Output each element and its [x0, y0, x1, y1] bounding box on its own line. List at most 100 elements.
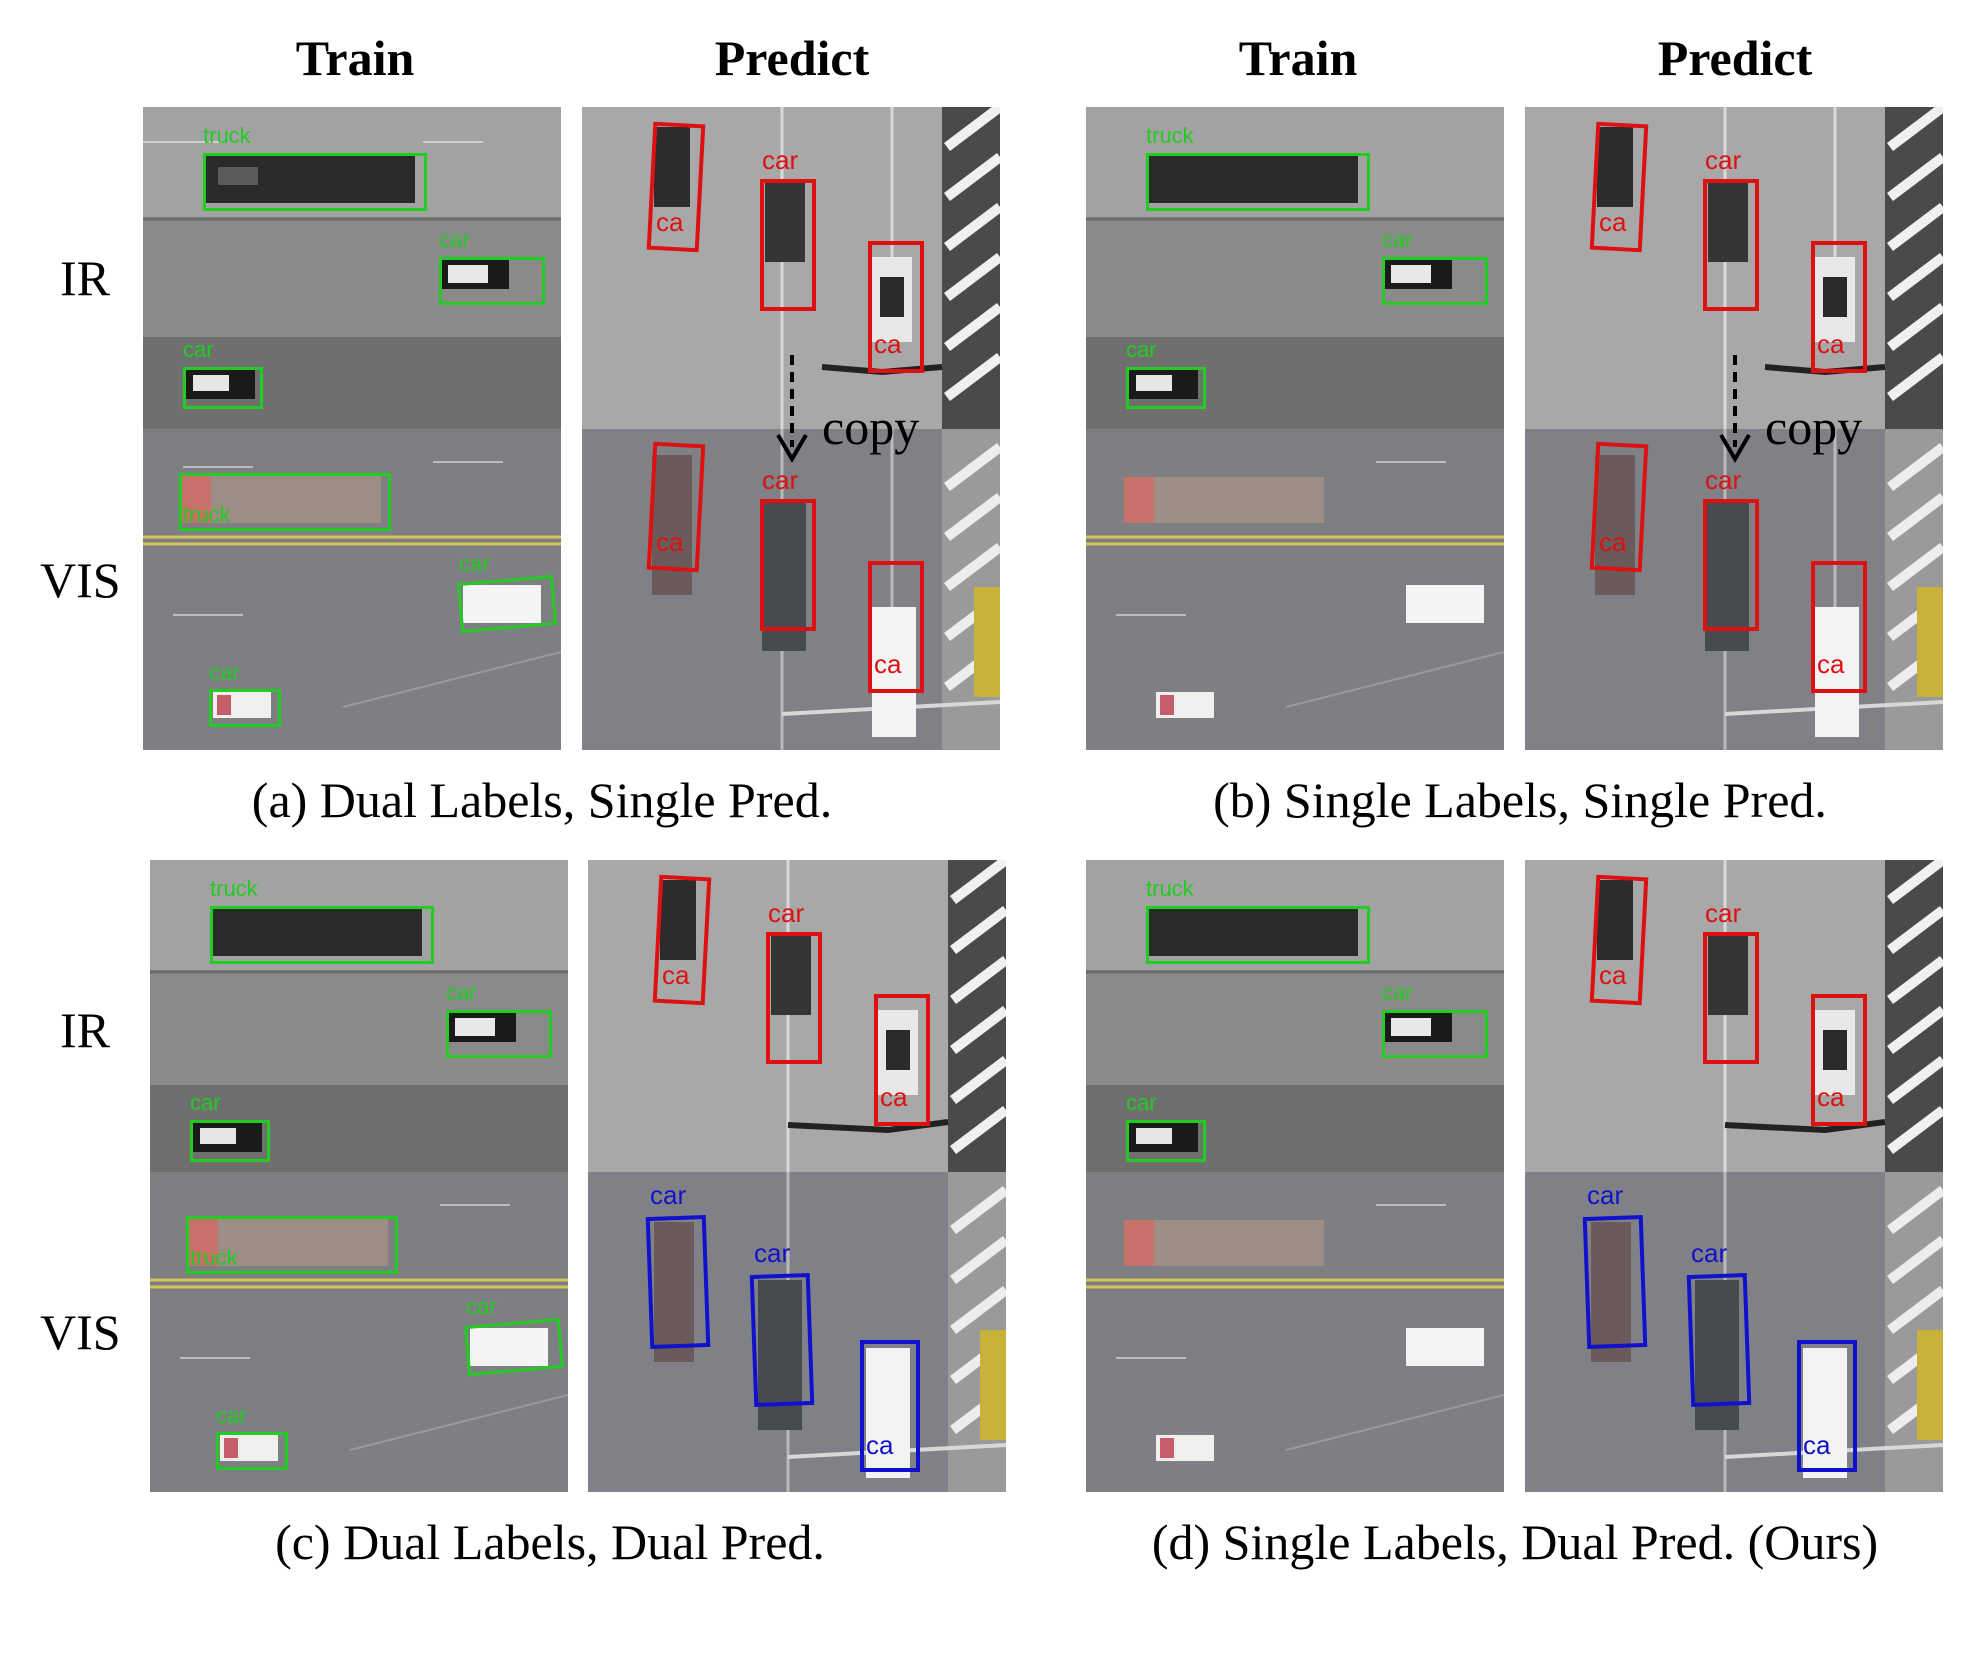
- caption-d: (d) Single Labels, Dual Pred. (Ours): [1151, 1514, 1879, 1570]
- pred-label-ir-1: ca: [656, 207, 684, 237]
- pred-box-ir-2: [766, 932, 822, 1064]
- train-box-car-ir-left: [183, 367, 263, 409]
- row-label-ir-top: IR: [60, 250, 110, 306]
- train-label-car-vis-right: car: [466, 1294, 497, 1319]
- pred-label-vis-copied-3: ca: [874, 649, 902, 679]
- pred-label-ir-3: ca: [880, 1082, 908, 1112]
- train-box-truck-ir: [1146, 153, 1370, 211]
- pred-box-vis-copied-2: [760, 499, 816, 631]
- train-label-truck-ir: truck: [1146, 876, 1194, 901]
- header-predict-b: Predict: [1657, 30, 1813, 86]
- panel-c-predict: ca car ca car car ca: [588, 860, 1006, 1492]
- train-label-car-ir-left: car: [190, 1090, 221, 1115]
- row-label-vis-top: VIS: [40, 552, 121, 608]
- pred-box-ir-3: [1811, 241, 1867, 373]
- pred-box-vis-copied-3: [1811, 561, 1867, 693]
- pred-label-ir-1: ca: [1599, 960, 1627, 990]
- pred-label-ir-3: ca: [1817, 329, 1845, 359]
- pred-box-vis-copied-3: [868, 561, 924, 693]
- header-predict-a: Predict: [714, 30, 870, 86]
- pred-box-ir-2: [1703, 932, 1759, 1064]
- header-train-a: Train: [295, 30, 415, 86]
- train-box-truck-vis: [179, 473, 391, 531]
- train-box-car-ir-right: [446, 1010, 552, 1058]
- pred-box-vis-dual-3: [860, 1340, 920, 1472]
- pred-label-vis-copied-1: ca: [656, 527, 684, 557]
- caption-c: (c) Dual Labels, Dual Pred.: [275, 1514, 825, 1570]
- pred-box-vis-dual-1: [1582, 1214, 1648, 1350]
- train-label-truck-vis: truck: [183, 502, 231, 527]
- pred-box-vis-dual-2: [749, 1272, 815, 1408]
- train-label-car-ir-left: car: [1126, 1090, 1157, 1115]
- train-box-car-vis-right: [457, 574, 557, 634]
- train-box-truck-ir: [210, 906, 434, 964]
- train-label-car-ir-right: car: [439, 227, 470, 252]
- pred-box-ir-2: [760, 179, 816, 311]
- pred-label-ir-2: car: [768, 898, 805, 928]
- train-box-car-ir-left: [190, 1120, 270, 1162]
- train-label-car-vis-right: car: [459, 551, 490, 576]
- pred-label-vis-copied-2: car: [1705, 465, 1742, 495]
- pred-label-vis-dual-3: ca: [866, 1430, 894, 1460]
- train-label-car-ir-right: car: [1382, 227, 1413, 252]
- train-box-truck-ir: [203, 153, 427, 211]
- train-box-car-vis-left: [209, 689, 281, 727]
- pred-box-vis-dual-1: [645, 1214, 711, 1350]
- panel-d-train: truck car car: [1086, 860, 1504, 1492]
- row-label-vis-bottom: VIS: [40, 1304, 121, 1360]
- train-label-truck-ir: truck: [210, 876, 258, 901]
- train-box-car-vis-right: [464, 1317, 564, 1377]
- pred-label-vis-dual-3: ca: [1803, 1430, 1831, 1460]
- pred-box-vis-copied-2: [1703, 499, 1759, 631]
- train-label-car-ir-right: car: [446, 980, 477, 1005]
- pred-label-ir-3: ca: [874, 329, 902, 359]
- pred-label-ir-1: ca: [662, 960, 690, 990]
- pred-box-vis-dual-2: [1686, 1272, 1752, 1408]
- train-box-car-ir-right: [1382, 1010, 1488, 1058]
- train-label-car-ir-left: car: [183, 337, 214, 362]
- pred-label-ir-1: ca: [1599, 207, 1627, 237]
- pred-box-ir-2: [1703, 179, 1759, 311]
- pred-label-ir-2: car: [1705, 145, 1742, 175]
- train-box-car-vis-left: [216, 1432, 288, 1470]
- train-label-car-ir-left: car: [1126, 337, 1157, 362]
- pred-label-vis-copied-2: car: [762, 465, 799, 495]
- header-train-b: Train: [1238, 30, 1358, 86]
- pred-box-ir-3: [1811, 994, 1867, 1126]
- caption-a: (a) Dual Labels, Single Pred.: [251, 772, 833, 828]
- pred-label-vis-dual-2: car: [754, 1238, 791, 1268]
- pred-label-vis-dual-1: car: [1587, 1180, 1624, 1210]
- train-box-truck-ir: [1146, 906, 1370, 964]
- copy-arrow-icon: [1719, 355, 1751, 463]
- panel-a-predict: ca car ca ca car ca copy: [582, 107, 1000, 750]
- train-box-truck-vis: [186, 1216, 398, 1274]
- pred-box-vis-dual-3: [1797, 1340, 1857, 1472]
- pred-label-vis-dual-1: car: [650, 1180, 687, 1210]
- panel-c-train: truck car car truck car car: [150, 860, 568, 1492]
- pred-label-ir-2: car: [762, 145, 799, 175]
- train-label-car-ir-right: car: [1382, 980, 1413, 1005]
- pred-label-ir-2: car: [1705, 898, 1742, 928]
- panel-b-train: truck car car: [1086, 107, 1504, 750]
- row-label-ir-bottom: IR: [60, 1002, 110, 1058]
- train-box-car-ir-left: [1126, 367, 1206, 409]
- pred-label-vis-copied-1: ca: [1599, 527, 1627, 557]
- train-label-car-vis-left: car: [209, 660, 240, 685]
- copy-label-b: copy: [1765, 399, 1863, 455]
- copy-label-a: copy: [822, 399, 920, 455]
- pred-label-vis-copied-3: ca: [1817, 649, 1845, 679]
- pred-label-vis-dual-2: car: [1691, 1238, 1728, 1268]
- caption-b: (b) Single Labels, Single Pred.: [1213, 772, 1827, 828]
- copy-arrow-icon: [776, 355, 808, 463]
- train-label-truck-ir: truck: [1146, 123, 1194, 148]
- train-label-truck-vis: truck: [190, 1245, 238, 1270]
- panel-b-predict: ca car ca ca car ca copy: [1525, 107, 1943, 750]
- pred-box-ir-3: [874, 994, 930, 1126]
- train-label-truck-ir: truck: [203, 123, 251, 148]
- train-box-car-ir-right: [439, 257, 545, 305]
- train-box-car-ir-right: [1382, 257, 1488, 305]
- pred-box-ir-3: [868, 241, 924, 373]
- panel-a-train: truck car car truck car car: [143, 107, 561, 750]
- train-box-car-ir-left: [1126, 1120, 1206, 1162]
- train-label-car-vis-left: car: [216, 1403, 247, 1428]
